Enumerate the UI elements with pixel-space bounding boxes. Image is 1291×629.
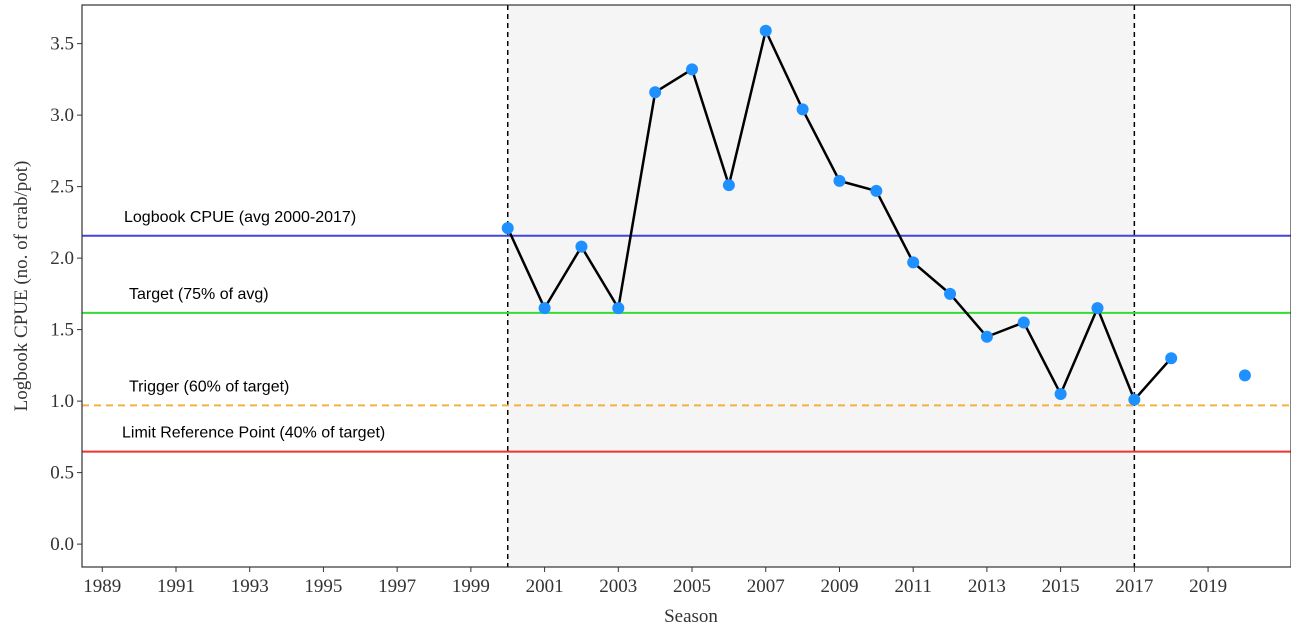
data-point — [796, 103, 809, 116]
data-point — [1238, 369, 1251, 382]
data-point — [1054, 387, 1067, 400]
shaded-region — [507, 5, 1135, 567]
data-point — [980, 330, 993, 343]
data-point — [907, 256, 920, 269]
x-tick-label: 2011 — [895, 576, 932, 597]
plot-frame — [81, 4, 1291, 568]
y-tick-label: 0.5 — [50, 463, 74, 484]
x-tick-label: 2005 — [673, 576, 711, 597]
y-axis-label: Logbook CPUE (no. of crab/pot) — [11, 161, 32, 412]
x-tick-label: 1989 — [83, 576, 121, 597]
y-tick-label: 3.5 — [50, 34, 74, 55]
data-point — [538, 302, 551, 315]
y-tick-label: 2.5 — [50, 177, 74, 198]
y-tick-label: 2.0 — [50, 248, 74, 269]
data-point — [649, 86, 662, 99]
x-tick-label: 1997 — [378, 576, 416, 597]
y-tick-label: 0.0 — [50, 534, 74, 555]
data-point — [759, 24, 772, 37]
y-tick-label: 3.0 — [50, 105, 74, 126]
data-point — [501, 222, 514, 235]
x-tick-label: 2017 — [1115, 576, 1153, 597]
data-point — [575, 240, 588, 253]
data-point — [1128, 393, 1141, 406]
reference-label: Limit Reference Point (40% of target) — [122, 425, 385, 442]
data-point — [1165, 352, 1178, 365]
x-axis-label: Season — [664, 606, 718, 627]
data-point — [944, 287, 957, 300]
data-point — [870, 184, 883, 197]
x-tick-label: 2007 — [747, 576, 785, 597]
data-point — [612, 302, 625, 315]
data-point — [833, 174, 846, 187]
data-point — [1091, 302, 1104, 315]
data-point — [1017, 316, 1030, 329]
x-tick-label: 2015 — [1042, 576, 1080, 597]
x-tick-label: 1991 — [157, 576, 195, 597]
x-tick-label: 2019 — [1189, 576, 1227, 597]
y-tick-label: 1.5 — [50, 320, 74, 341]
x-tick-label: 2009 — [820, 576, 858, 597]
data-point — [686, 63, 699, 76]
x-tick-label: 1995 — [304, 576, 342, 597]
reference-label: Logbook CPUE (avg 2000-2017) — [124, 209, 356, 226]
data-point — [722, 179, 735, 192]
x-tick-label: 1993 — [231, 576, 269, 597]
x-tick-label: 2013 — [968, 576, 1006, 597]
reference-label: Trigger (60% of target) — [129, 378, 289, 395]
reference-label: Target (75% of avg) — [129, 286, 269, 303]
x-tick-label: 2001 — [526, 576, 564, 597]
x-tick-label: 2003 — [599, 576, 637, 597]
x-tick-label: 1999 — [452, 576, 490, 597]
y-tick-label: 1.0 — [50, 391, 74, 412]
